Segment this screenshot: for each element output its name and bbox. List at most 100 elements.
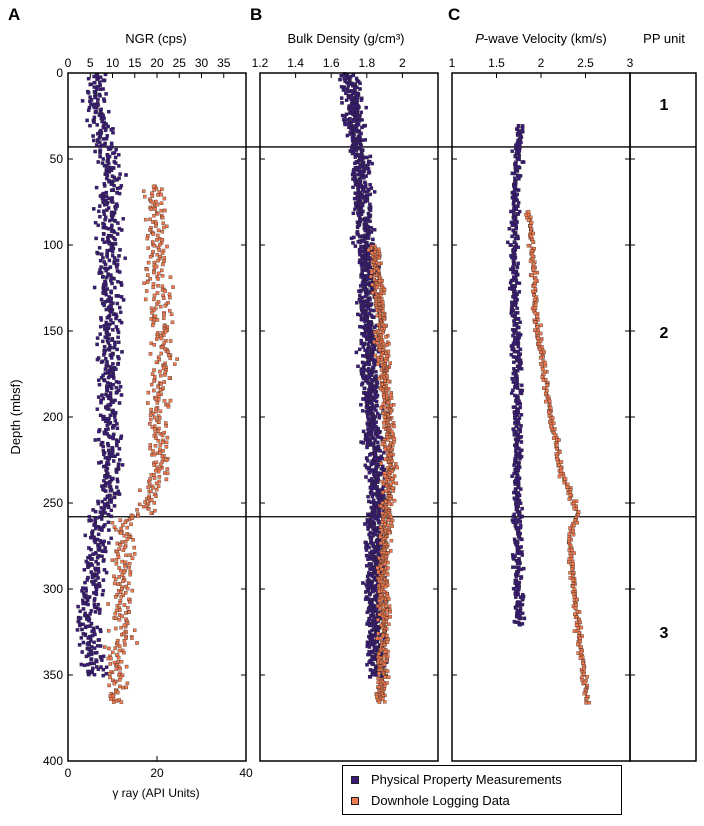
pp-point [92,629,96,634]
pp-point [104,489,108,493]
pp-point [516,592,520,597]
log-point [378,636,383,641]
pp-point [367,593,372,597]
log-point [578,639,583,644]
pp-point [365,579,370,583]
log-point [156,271,161,276]
pp-point [118,384,123,389]
panel-c-dots [506,124,591,705]
pp-point [75,628,80,632]
log-point [156,228,161,233]
log-point [387,604,392,608]
log-point [138,488,142,493]
pp-point [80,99,85,103]
pp-point [115,301,120,306]
log-point [531,231,535,236]
pp-point [517,512,521,516]
pp-point [101,673,105,678]
pp-point [510,149,514,153]
log-point [167,308,172,313]
pp-point [100,549,105,553]
pp-point [518,390,523,395]
pp-point [375,539,379,544]
pp-point [368,182,372,187]
x-tick-label: 2 [399,56,406,70]
pp-point [511,388,515,392]
log-point [388,463,392,467]
log-point [148,352,153,356]
pp-point [520,602,525,607]
log-point [162,380,167,384]
pp-point [82,663,87,668]
pp-point [86,565,90,570]
pp-point [356,122,361,127]
log-point [578,636,582,641]
pp-point [360,382,364,387]
pp-point [357,260,362,265]
log-point [388,615,392,619]
pp-point [81,607,86,611]
log-point [380,634,385,638]
pp-point [364,590,368,594]
pp-point [512,262,516,266]
log-point [156,385,160,389]
log-point [383,474,387,479]
log-point [394,481,399,486]
pp-point [517,465,522,470]
pp-point [96,570,101,574]
log-point [379,504,383,509]
pp-point [363,138,368,142]
pp-point [109,290,113,295]
log-point [154,494,158,498]
pp-point [87,672,91,677]
pp-point [106,347,111,351]
log-point [375,565,380,570]
log-point [158,369,162,374]
pp-point [370,161,374,166]
pp-point [99,376,104,380]
pp-point [368,192,373,197]
pp-point [104,468,108,472]
pp-point [351,241,355,245]
pp-point [81,601,85,606]
pp-point [115,443,119,448]
pp-point [100,252,104,256]
y-tick-label: 200 [43,410,63,424]
pp-point [513,385,517,389]
pp-point [514,451,519,455]
pp-point [518,347,523,352]
pp-point [99,107,103,112]
pp-point [358,184,363,189]
log-point [160,237,165,242]
log-point [164,440,169,445]
pp-point [513,331,518,335]
log-point [129,522,133,527]
pp-point [103,545,107,550]
pp-point [348,111,352,115]
pp-point [103,335,107,339]
log-point [125,586,130,591]
pp-point [378,449,382,453]
log-point [146,390,151,395]
pp-point [514,207,519,212]
log-point [386,349,391,354]
pp-point [95,357,100,362]
pp-point [98,214,102,219]
log-point [153,306,158,311]
pp-point [511,275,516,279]
pp-point [516,344,520,349]
pp-point [515,401,520,406]
log-point [149,407,153,412]
pp-point [369,505,374,510]
pp-point [360,295,364,300]
log-point [160,229,165,234]
pp-point [101,396,105,401]
pp-point [114,367,118,371]
pp-point [371,308,376,313]
log-point [160,440,165,445]
log-point [568,576,573,580]
log-point [384,604,388,609]
log-point [541,378,546,382]
pp-point [514,539,519,544]
pp-point [361,429,366,434]
